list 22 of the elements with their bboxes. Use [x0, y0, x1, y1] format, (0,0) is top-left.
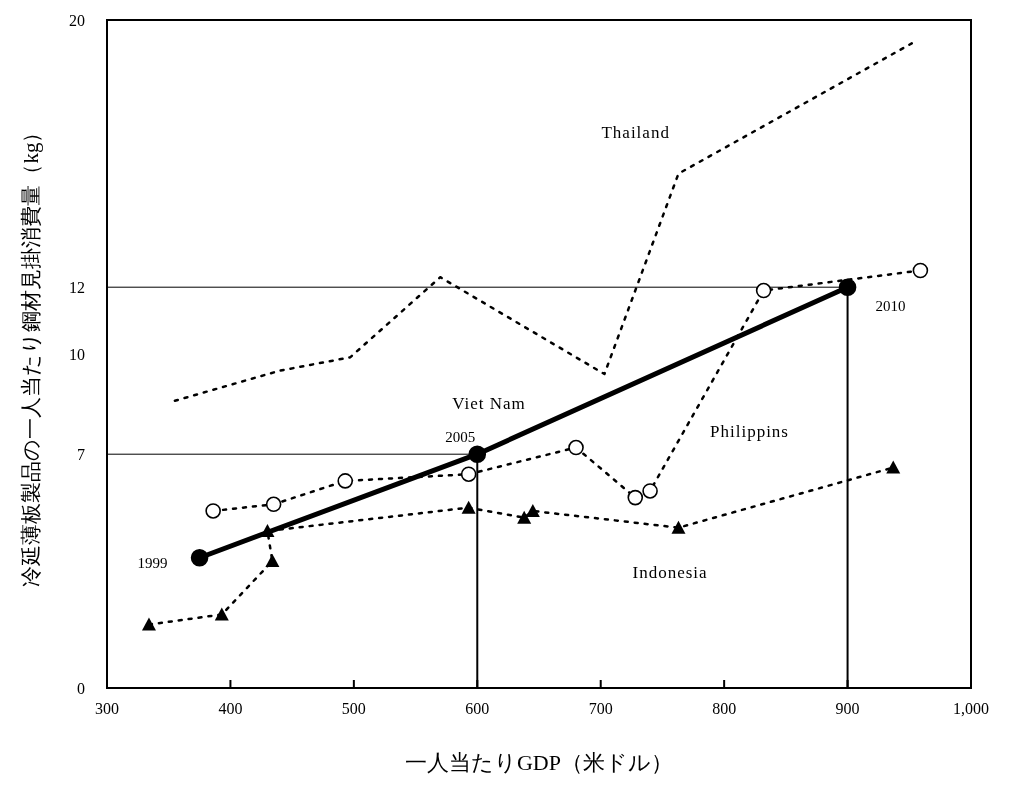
y-tick-label: 12	[69, 279, 85, 297]
x-tick-label: 500	[341, 700, 366, 717]
x-axis-title: 一人当たりGDP（米ドル）	[404, 750, 674, 775]
y-tick-label: 10	[69, 346, 85, 363]
y-tick-label: 0	[77, 680, 85, 697]
annotation: 1999	[137, 554, 168, 571]
x-tick-label: 600	[465, 700, 490, 717]
series-label: Philippins	[710, 421, 789, 441]
y-axis-title: 冷延薄板製品の一人当たり鋼材見掛消費量（kg）	[19, 121, 43, 587]
annotation: 2005	[445, 429, 476, 446]
series-label: Thailand	[601, 122, 670, 142]
series-label: Viet Nam	[452, 394, 526, 414]
y-tick-label: 20	[69, 12, 85, 29]
x-tick-label: 700	[588, 700, 613, 717]
x-tick-label: 400	[218, 700, 243, 717]
annotation: 2010	[875, 298, 906, 315]
y-tick-label: 7	[77, 446, 85, 464]
x-tick-label: 800	[712, 700, 737, 717]
x-tick-label: 900	[835, 700, 860, 717]
x-tick-label: 1,000	[953, 700, 989, 717]
x-tick-label: 300	[95, 700, 119, 717]
text: Indonesia	[632, 562, 708, 582]
